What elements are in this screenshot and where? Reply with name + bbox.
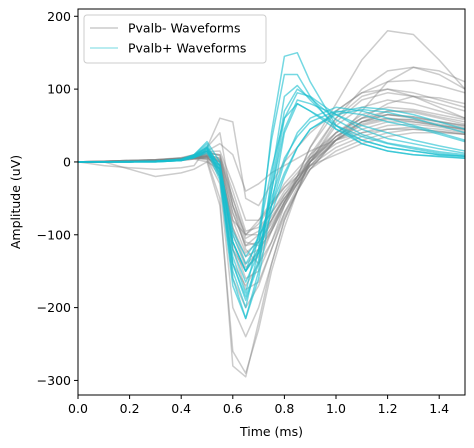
y-tick-label: −100	[37, 227, 71, 242]
x-tick-label: 1.4	[429, 401, 449, 416]
legend-label-pvalb-minus: Pvalb- Waveforms	[128, 21, 240, 36]
pvalb-plus-waveform-12	[78, 88, 465, 298]
pvalb-minus-waveform-12	[78, 79, 465, 207]
x-tick-label: 0.0	[68, 401, 88, 416]
y-tick-label: 0	[63, 154, 71, 169]
x-axis-label: Time (ms)	[239, 424, 303, 439]
pvalb-minus-waveform-3	[78, 126, 465, 232]
x-tick-label: 0.8	[274, 401, 294, 416]
axes-frame	[77, 8, 466, 396]
legend-box	[83, 14, 267, 64]
y-tick-label: −300	[37, 373, 71, 388]
x-tick-label: 0.2	[120, 401, 140, 416]
x-tick-label: 1.2	[378, 401, 398, 416]
legend-label-pvalb-plus: Pvalb+ Waveforms	[128, 41, 246, 56]
y-tick-label: 200	[47, 9, 71, 24]
pvalb-plus-series	[78, 51, 465, 320]
x-tick-label: 1.0	[326, 401, 346, 416]
y-tick-label: −200	[37, 300, 71, 315]
legend: Pvalb- Waveforms Pvalb+ Waveforms	[83, 14, 267, 64]
y-axis: −300 −200 −100 0 100 200	[37, 9, 78, 388]
pvalb-minus-waveform-16	[78, 110, 465, 236]
x-tick-label: 0.4	[171, 401, 191, 416]
y-tick-label: 100	[47, 82, 71, 97]
x-axis: 0.0 0.2 0.4 0.6 0.8 1.0 1.2 1.4	[68, 395, 449, 416]
y-axis-label: Amplitude (uV)	[8, 155, 23, 249]
x-tick-label: 0.6	[223, 401, 243, 416]
